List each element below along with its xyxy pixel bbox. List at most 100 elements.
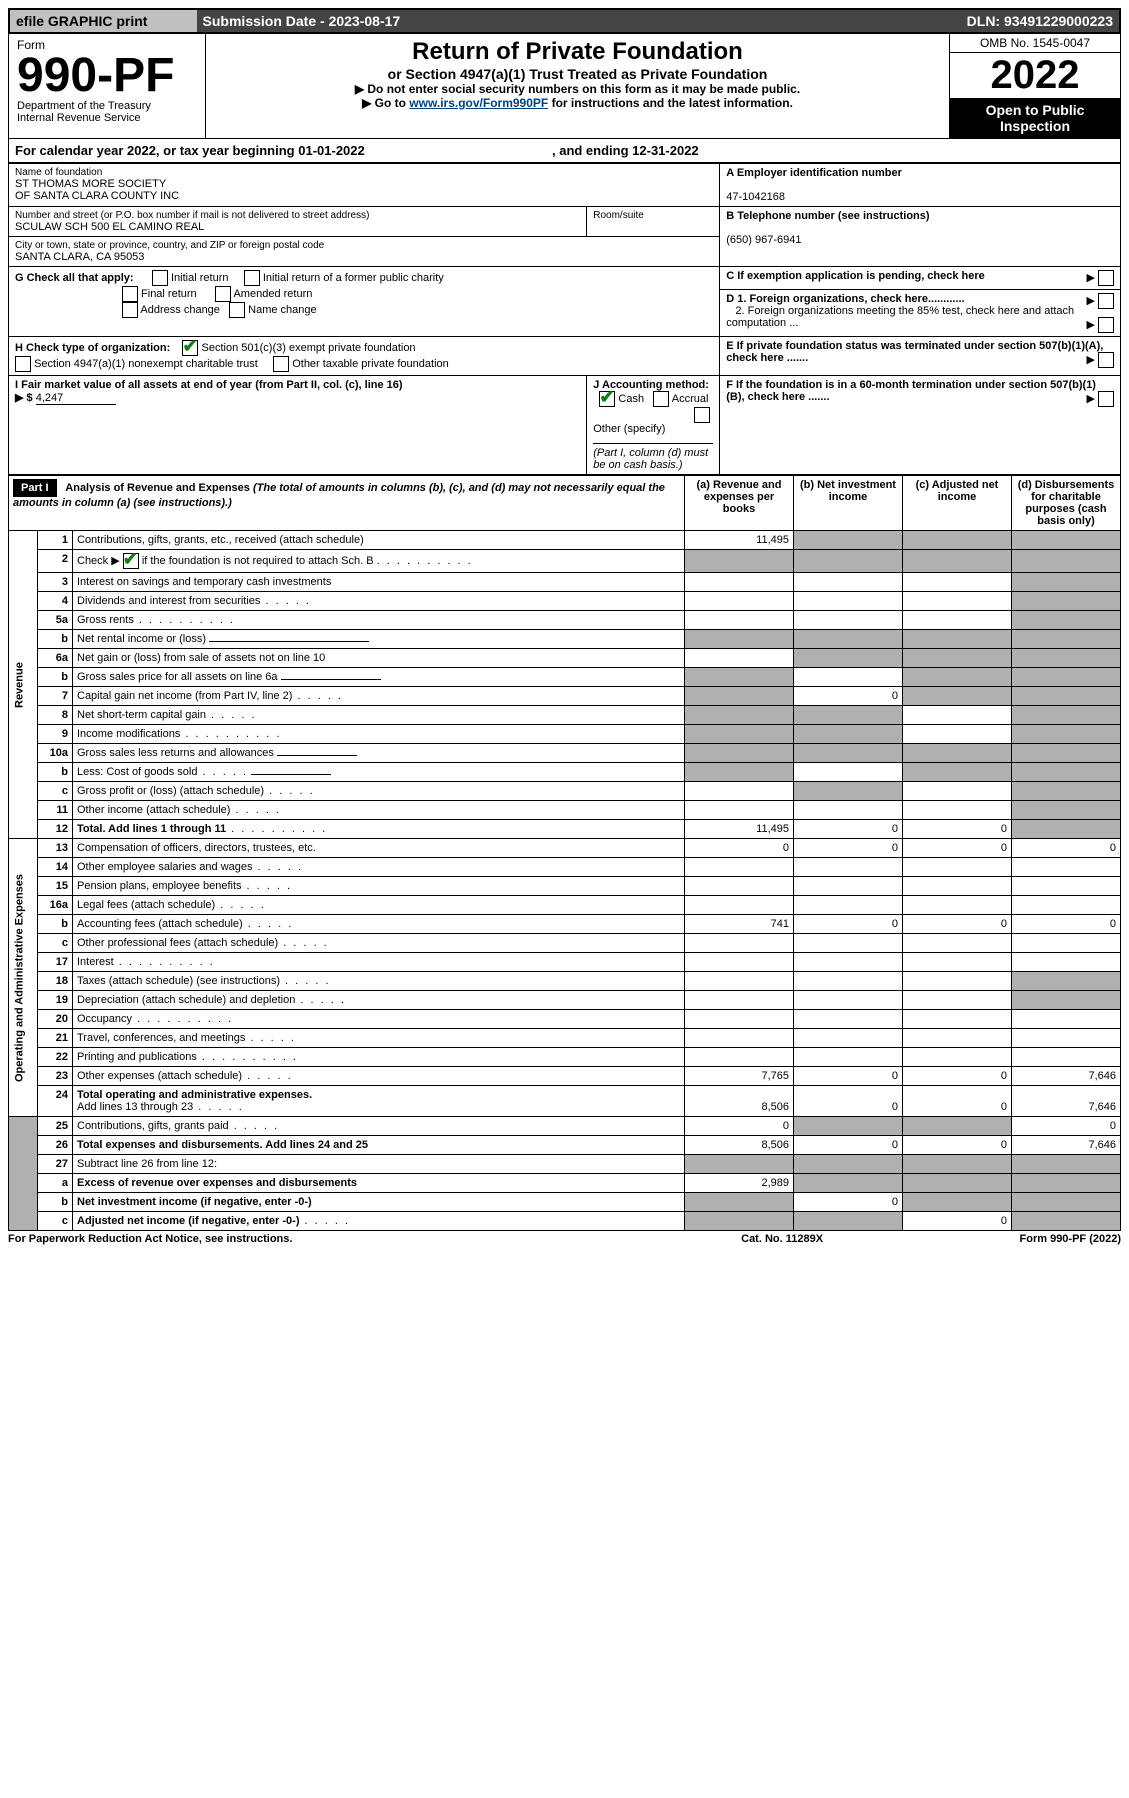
ein-label: A Employer identification number: [726, 167, 902, 179]
part1-title: Analysis of Revenue and Expenses: [65, 482, 250, 494]
table-row: 16aLegal fees (attach schedule): [9, 896, 1121, 915]
initial-former-checkbox[interactable]: [244, 270, 260, 286]
col-b-header: (b) Net investment income: [794, 476, 903, 531]
initial-return-checkbox[interactable]: [152, 270, 168, 286]
schB-checkbox[interactable]: [123, 553, 139, 569]
table-row: 4Dividends and interest from securities: [9, 592, 1121, 611]
table-row: 27Subtract line 26 from line 12:: [9, 1155, 1121, 1174]
col-a-header: (a) Revenue and expenses per books: [685, 476, 794, 531]
table-row: 25Contributions, gifts, grants paid 00: [9, 1117, 1121, 1136]
j-cash-checkbox[interactable]: [599, 391, 615, 407]
irs-link[interactable]: www.irs.gov/Form990PF: [409, 96, 548, 110]
table-row: cGross profit or (loss) (attach schedule…: [9, 782, 1121, 801]
d2-checkbox[interactable]: [1098, 317, 1114, 333]
form-number: 990-PF: [17, 52, 197, 100]
table-row: Revenue 1 Contributions, gifts, grants, …: [9, 531, 1121, 550]
ein-value: 47-1042168: [726, 191, 785, 203]
j-other-checkbox[interactable]: [694, 407, 710, 423]
addr-value: SCULAW SCH 500 EL CAMINO REAL: [15, 221, 580, 233]
col-c-header: (c) Adjusted net income: [903, 476, 1012, 531]
table-row: 8Net short-term capital gain: [9, 706, 1121, 725]
name-change-checkbox[interactable]: [229, 302, 245, 318]
omb-number: OMB No. 1545-0047: [950, 34, 1120, 53]
table-row: 17Interest: [9, 953, 1121, 972]
instr-ssn: ▶ Do not enter social security numbers o…: [214, 82, 941, 96]
h-4947-checkbox[interactable]: [15, 356, 31, 372]
entity-info: Name of foundation ST THOMAS MORE SOCIET…: [8, 163, 1121, 475]
dln-label: DLN: 93491229000223: [913, 9, 1120, 33]
form-subtitle: or Section 4947(a)(1) Trust Treated as P…: [214, 66, 941, 82]
table-row: bAccounting fees (attach schedule) 74100…: [9, 915, 1121, 934]
submission-date: Submission Date - 2023-08-17: [197, 9, 469, 33]
d2-label: 2. Foreign organizations meeting the 85%…: [726, 305, 1074, 329]
top-bar: efile GRAPHIC print Submission Date - 20…: [8, 8, 1121, 34]
table-row: 26Total expenses and disbursements. Add …: [9, 1136, 1121, 1155]
table-row: bNet investment income (if negative, ent…: [9, 1193, 1121, 1212]
addr-label: Number and street (or P.O. box number if…: [15, 210, 580, 221]
table-row: 7Capital gain net income (from Part IV, …: [9, 687, 1121, 706]
h-other-checkbox[interactable]: [273, 356, 289, 372]
part1-table: Part I Analysis of Revenue and Expenses …: [8, 475, 1121, 1231]
amended-return-checkbox[interactable]: [215, 286, 231, 302]
table-row: cOther professional fees (attach schedul…: [9, 934, 1121, 953]
table-row: 6aNet gain or (loss) from sale of assets…: [9, 649, 1121, 668]
table-row: bGross sales price for all assets on lin…: [9, 668, 1121, 687]
foundation-name-2: OF SANTA CLARA COUNTY INC: [15, 190, 713, 202]
form-title: Return of Private Foundation: [214, 38, 941, 66]
open-public: Open to Public Inspection: [950, 98, 1120, 138]
table-row: 3Interest on savings and temporary cash …: [9, 573, 1121, 592]
final-return-checkbox[interactable]: [122, 286, 138, 302]
page-footer: For Paperwork Reduction Act Notice, see …: [8, 1231, 1121, 1247]
table-row: 24Total operating and administrative exp…: [9, 1086, 1121, 1117]
i-label: I Fair market value of all assets at end…: [15, 379, 403, 391]
foundation-name-1: ST THOMAS MORE SOCIETY: [15, 178, 713, 190]
g-label: G Check all that apply:: [15, 272, 134, 284]
part1-header: Part I: [13, 479, 57, 497]
footer-left: For Paperwork Reduction Act Notice, see …: [8, 1231, 685, 1247]
table-row: 20Occupancy: [9, 1010, 1121, 1029]
footer-catno: Cat. No. 11289X: [685, 1231, 880, 1247]
dept-irs: Internal Revenue Service: [17, 112, 197, 124]
form-header: Form 990-PF Department of the Treasury I…: [8, 34, 1121, 139]
address-change-checkbox[interactable]: [122, 302, 138, 318]
f-checkbox[interactable]: [1098, 391, 1114, 407]
table-row: bLess: Cost of goods sold: [9, 763, 1121, 782]
phone-value: (650) 967-6941: [726, 234, 801, 246]
table-row: 2 Check ▶ if the foundation is not requi…: [9, 550, 1121, 573]
instr-goto: ▶ Go to www.irs.gov/Form990PF for instru…: [214, 96, 941, 110]
j-note: (Part I, column (d) must be on cash basi…: [593, 447, 708, 471]
table-row: aExcess of revenue over expenses and dis…: [9, 1174, 1121, 1193]
d1-checkbox[interactable]: [1098, 293, 1114, 309]
table-row: cAdjusted net income (if negative, enter…: [9, 1212, 1121, 1231]
e-label: E If private foundation status was termi…: [726, 340, 1103, 364]
expenses-side-label: Operating and Administrative Expenses: [9, 839, 38, 1117]
table-row: 11Other income (attach schedule): [9, 801, 1121, 820]
c-label: C If exemption application is pending, c…: [726, 270, 985, 282]
table-row: 5aGross rents: [9, 611, 1121, 630]
c-checkbox[interactable]: [1098, 270, 1114, 286]
efile-label[interactable]: efile GRAPHIC print: [9, 9, 197, 33]
name-label: Name of foundation: [15, 167, 713, 178]
table-row: 15Pension plans, employee benefits: [9, 877, 1121, 896]
revenue-side-label: Revenue: [9, 531, 38, 839]
d1-label: D 1. Foreign organizations, check here..…: [726, 293, 964, 305]
table-row: 9Income modifications: [9, 725, 1121, 744]
e-checkbox[interactable]: [1098, 352, 1114, 368]
table-row: Operating and Administrative Expenses 13…: [9, 839, 1121, 858]
calendar-year-row: For calendar year 2022, or tax year begi…: [8, 139, 1121, 163]
table-row: 14Other employee salaries and wages: [9, 858, 1121, 877]
table-row: 22Printing and publications: [9, 1048, 1121, 1067]
phone-label: B Telephone number (see instructions): [726, 210, 929, 222]
f-label: F If the foundation is in a 60-month ter…: [726, 379, 1096, 403]
table-row: bNet rental income or (loss): [9, 630, 1121, 649]
i-value: 4,247: [36, 392, 116, 405]
h-label: H Check type of organization:: [15, 342, 170, 354]
col-d-header: (d) Disbursements for charitable purpose…: [1012, 476, 1121, 531]
table-row: 19Depreciation (attach schedule) and dep…: [9, 991, 1121, 1010]
table-row: 18Taxes (attach schedule) (see instructi…: [9, 972, 1121, 991]
h-501c3-checkbox[interactable]: [182, 340, 198, 356]
tax-year: 2022: [950, 53, 1120, 98]
footer-form: Form 990-PF (2022): [880, 1231, 1121, 1247]
j-accrual-checkbox[interactable]: [653, 391, 669, 407]
table-row: 23Other expenses (attach schedule) 7,765…: [9, 1067, 1121, 1086]
